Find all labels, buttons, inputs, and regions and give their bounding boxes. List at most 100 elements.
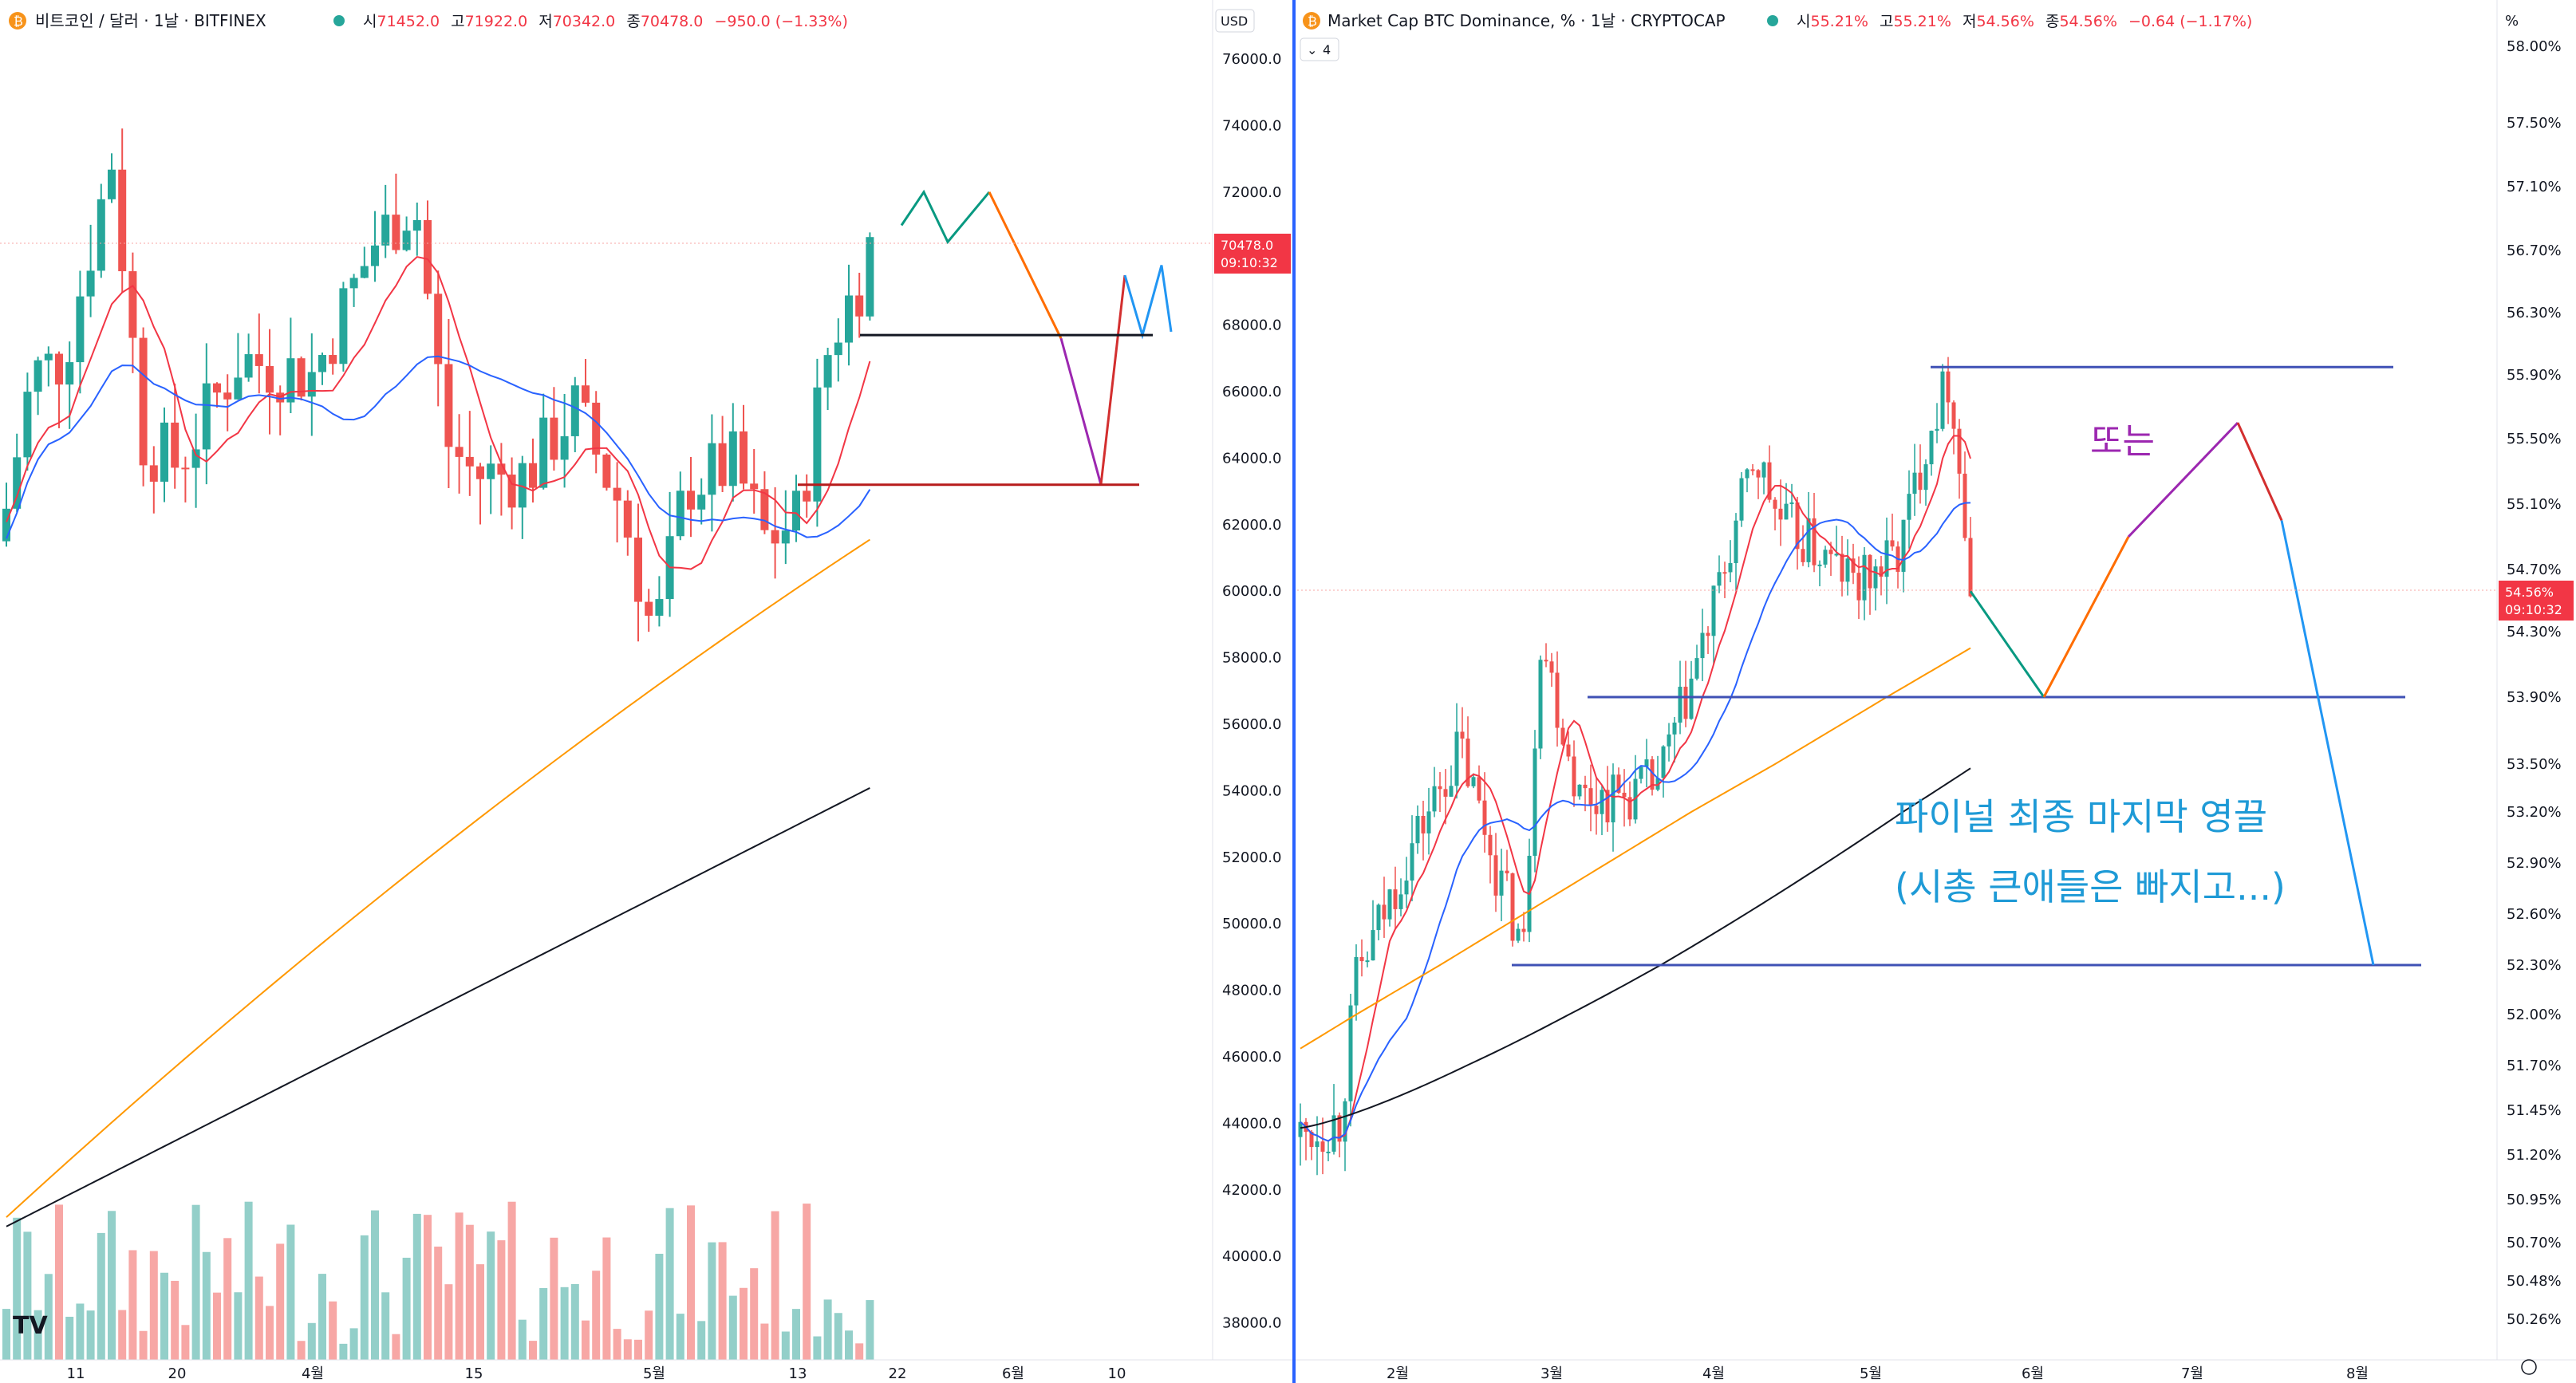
right-price-tick: 53.90% xyxy=(2507,689,2562,706)
right-price-tick: 57.10% xyxy=(2507,179,2562,195)
candle-body xyxy=(34,360,42,392)
candle-body xyxy=(1678,687,1682,723)
left-pane[interactable]: ₿ 비트코인 / 달러 · 1날 · BITFINEX 시71452.0 고71… xyxy=(0,0,1292,1383)
volume-bar xyxy=(318,1274,326,1360)
right-price-tick: 52.30% xyxy=(2507,957,2562,974)
projection-path-orange xyxy=(2042,536,2130,698)
volume-bar xyxy=(845,1330,853,1360)
right-price-tick: 56.70% xyxy=(2507,242,2562,259)
volume-bar xyxy=(360,1235,369,1360)
candle-body xyxy=(1756,470,1761,478)
volume-bar xyxy=(708,1242,716,1360)
left-volume xyxy=(2,1201,874,1360)
candle-body xyxy=(1667,734,1671,747)
volume-bar xyxy=(139,1330,148,1360)
volume-bar xyxy=(149,1251,158,1360)
candle-body xyxy=(434,294,443,364)
candle-body xyxy=(1320,1141,1325,1152)
left-time-axis[interactable]: 11 20 4월 15 5월 13 22 6월 10 xyxy=(67,1365,1126,1382)
left-price-tick: 66000.0 xyxy=(1222,384,1281,400)
volume-bar xyxy=(718,1242,727,1360)
candle-body xyxy=(329,355,337,364)
candle-body xyxy=(339,288,348,364)
volume-bar xyxy=(2,1309,10,1360)
right-price-tick: 54.70% xyxy=(2507,561,2562,578)
candle-body xyxy=(1326,1151,1331,1153)
unit-label: % xyxy=(2505,13,2519,30)
left-price-tick: 62000.0 xyxy=(1222,517,1281,534)
right-time-tick: 6월 xyxy=(2022,1365,2044,1382)
projection-path-green xyxy=(1969,590,2045,698)
currency-select[interactable] xyxy=(1215,9,1255,33)
volume-bar xyxy=(676,1314,684,1360)
settings-gear-icon[interactable] xyxy=(2521,1359,2537,1375)
volume-bar xyxy=(560,1286,569,1360)
candle-body xyxy=(13,457,22,509)
candle-body xyxy=(1840,554,1844,582)
left-time-tick: 11 xyxy=(67,1365,85,1382)
volume-bar xyxy=(813,1336,822,1360)
candle-body xyxy=(1722,572,1727,574)
candle-body xyxy=(1499,870,1504,896)
left-price-tick: 68000.0 xyxy=(1222,317,1281,334)
moving-average-line xyxy=(6,355,871,539)
candle-body xyxy=(1382,904,1387,920)
candle-body xyxy=(1801,549,1805,562)
volume-bar xyxy=(23,1231,32,1360)
right-price-tick: 51.20% xyxy=(2507,1147,2562,1164)
candle-body xyxy=(1627,797,1632,820)
candle-body xyxy=(1935,428,1939,431)
candle-body xyxy=(855,295,864,317)
candle-body xyxy=(1354,956,1359,1006)
candle-body xyxy=(1443,789,1448,797)
candle-body xyxy=(1315,1141,1320,1148)
volume-bar xyxy=(518,1319,527,1360)
volume-bar xyxy=(307,1322,316,1360)
volume-bar xyxy=(181,1325,190,1360)
volume-bar xyxy=(728,1295,737,1360)
candle-body xyxy=(740,431,748,484)
candle-body xyxy=(1823,550,1828,565)
moving-average-line xyxy=(1300,435,1971,1142)
candle-body xyxy=(1616,774,1621,793)
right-price-axis[interactable]: 58.00% 57.50% 57.10% 56.70% 56.30% 55.90% 55.5… xyxy=(2507,38,2562,1328)
candle-body xyxy=(1689,678,1694,719)
left-price-tick: 48000.0 xyxy=(1222,983,1281,999)
right-price-tick: 52.00% xyxy=(2507,1007,2562,1023)
left-time-tick: 22 xyxy=(889,1365,907,1382)
chevron-down-icon: ⌄ xyxy=(1307,42,1317,57)
volume-bar xyxy=(507,1201,516,1360)
right-projection xyxy=(1969,421,2375,966)
candle-body xyxy=(1795,502,1800,550)
volume-bar xyxy=(487,1231,495,1360)
right-price-tick: 55.90% xyxy=(2507,367,2562,384)
candle-body xyxy=(1890,540,1895,547)
candle-body xyxy=(1739,478,1744,521)
pane-divider[interactable] xyxy=(1292,0,1296,1383)
candle-body xyxy=(781,530,790,544)
right-time-axis[interactable]: 2월 3월 4월 5월 6월 7월 8월 xyxy=(1387,1365,2369,1382)
left-projection xyxy=(798,189,1173,487)
indicators-toggle-button[interactable] xyxy=(1300,37,1339,61)
volume-bar xyxy=(297,1341,306,1360)
or-annotation: 또는 xyxy=(2090,421,2155,462)
candle-body xyxy=(171,422,179,468)
volume-bar xyxy=(234,1292,243,1360)
volume-bar xyxy=(834,1313,842,1360)
candle-body xyxy=(697,494,706,510)
candle-body xyxy=(1700,632,1705,659)
candle-body xyxy=(487,463,495,479)
candle-body xyxy=(1767,462,1772,500)
right-pane[interactable]: 또는 파이널 최종 마지막 영끌 (시총 큰애들은 빠지고...) ₿ Mark… xyxy=(1296,0,2576,1382)
volume-bar xyxy=(476,1264,484,1360)
right-price-tick: 50.95% xyxy=(2507,1192,2562,1208)
candle-body xyxy=(402,230,411,250)
left-price-tick: 44000.0 xyxy=(1222,1115,1281,1132)
moving-average-line xyxy=(1300,502,1971,1142)
candle-body xyxy=(1907,494,1911,520)
projection-path-red xyxy=(1099,274,1126,485)
candle-body xyxy=(1488,834,1493,856)
right-symbol-title[interactable]: Market Cap BTC Dominance, % · 1날 · CRYPT… xyxy=(1327,11,1726,30)
left-symbol-title[interactable]: 비트코인 / 달러 · 1날 · BITFINEX xyxy=(35,11,266,30)
candle-body xyxy=(1957,428,1962,474)
